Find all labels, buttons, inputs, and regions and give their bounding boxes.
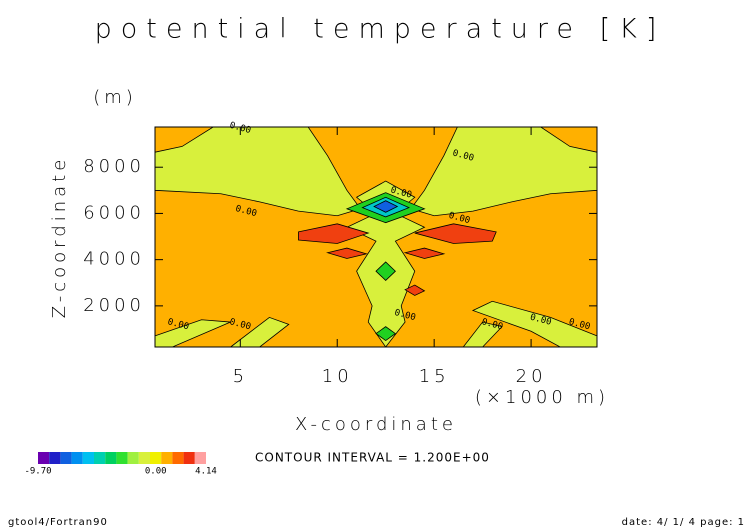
contour-region xyxy=(403,247,446,259)
colorbar-swatch xyxy=(105,452,117,464)
colorbar-swatch xyxy=(82,452,94,464)
contour-region xyxy=(373,200,399,213)
contour-region xyxy=(375,326,397,342)
contour-region xyxy=(325,247,368,259)
colorbar-swatch xyxy=(150,452,162,464)
colorbar-swatch xyxy=(161,452,173,464)
contour-interval: CONTOUR INTERVAL = 1.200E+00 xyxy=(255,451,490,465)
x-unit: (×1000 m) xyxy=(475,387,609,408)
colorbar-label: -9.70 xyxy=(24,467,51,477)
x-tick-label: 20 xyxy=(516,366,547,387)
colorbar-swatch xyxy=(172,452,184,464)
x-tick-label: 5 xyxy=(233,366,248,387)
y-unit: (m) xyxy=(93,87,137,108)
y-tick-label: 2000 xyxy=(83,295,145,316)
contour-region xyxy=(375,261,396,281)
contour-region xyxy=(298,223,370,244)
colorbar-swatch xyxy=(194,452,206,464)
y-tick-label: 4000 xyxy=(83,249,145,270)
colorbar-swatch xyxy=(183,452,195,464)
contour-region xyxy=(414,223,497,244)
x-axis-label: X-coordinate xyxy=(295,414,457,435)
colorbar-swatch xyxy=(71,452,83,464)
footer-left: gtool4/Fortran90 xyxy=(8,517,108,528)
colorbar-swatch xyxy=(94,452,106,464)
chart-title: potential temperature [K] xyxy=(95,14,666,45)
colorbar-swatch xyxy=(49,452,61,464)
colorbar-label: 4.14 xyxy=(195,467,217,477)
x-tick-label: 10 xyxy=(322,366,353,387)
y-tick-label: 8000 xyxy=(83,156,145,177)
colorbar-swatch xyxy=(138,452,150,464)
contour-region xyxy=(404,284,426,296)
colorbar-swatch xyxy=(38,452,50,464)
colorbar-label: 0.00 xyxy=(145,467,167,477)
y-axis-label: Z-coordinate xyxy=(49,156,70,319)
colorbar-swatch xyxy=(127,452,139,464)
colorbar-swatch xyxy=(60,452,72,464)
y-tick-label: 6000 xyxy=(83,202,145,223)
colorbar-swatch xyxy=(116,452,128,464)
plot-frame xyxy=(154,126,598,348)
x-tick-label: 15 xyxy=(419,366,450,387)
footer-right: date: 4/ 1/ 4 page: 1 xyxy=(622,517,745,528)
